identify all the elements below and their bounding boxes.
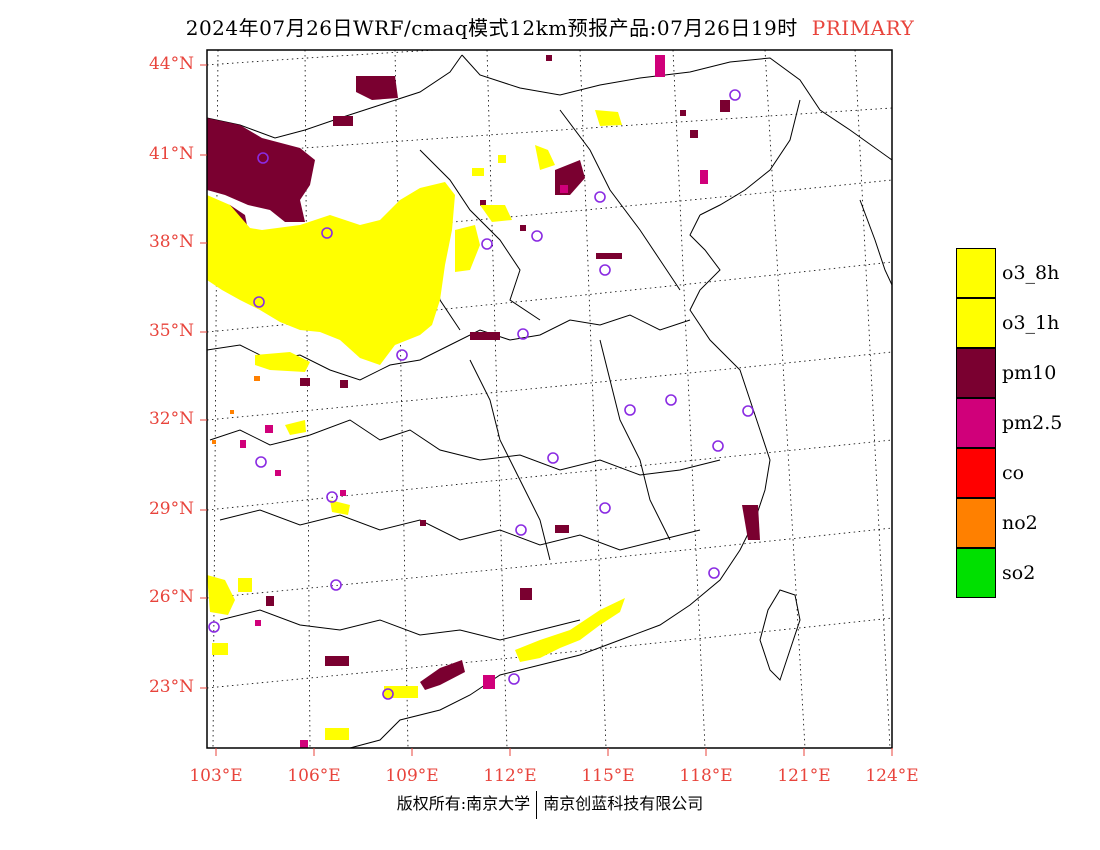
legend-swatch xyxy=(956,298,996,348)
title-text: 2024年07月26日WRF/cmaq模式12km预报产品:07月26日19时 xyxy=(185,16,798,40)
lon-label-106: 106°E xyxy=(287,766,341,786)
legend-item-pm25: pm2.5 xyxy=(956,398,1096,448)
legend-swatch xyxy=(956,448,996,498)
legend-label: so2 xyxy=(1002,562,1036,584)
lat-label-38: 38°N xyxy=(148,232,194,252)
footer-divider xyxy=(536,790,538,819)
pollutant-legend: o3_8h o3_1h pm10 pm2.5 co no2 so2 xyxy=(956,248,1096,598)
lon-label-115: 115°E xyxy=(581,766,635,786)
legend-label: o3_8h xyxy=(1002,262,1060,284)
legend-label: o3_1h xyxy=(1002,312,1060,334)
o3-areas xyxy=(207,110,625,740)
map-content xyxy=(207,50,892,748)
lat-label-44: 44°N xyxy=(148,54,194,74)
pm25-areas xyxy=(240,55,708,748)
legend-swatch xyxy=(956,248,996,298)
pm10-areas xyxy=(207,55,760,690)
legend-swatch xyxy=(956,398,996,448)
lat-label-26: 26°N xyxy=(148,587,194,607)
lat-label-29: 29°N xyxy=(148,499,194,519)
legend-item-pm10: pm10 xyxy=(956,348,1096,398)
legend-swatch xyxy=(956,548,996,598)
map-title: 2024年07月26日WRF/cmaq模式12km预报产品:07月26日19时 P… xyxy=(0,12,1100,41)
legend-item-co: co xyxy=(956,448,1096,498)
tick-marks xyxy=(200,64,893,756)
copyright-right: 南京创蓝科技有限公司 xyxy=(543,794,704,813)
map-frame xyxy=(206,49,893,749)
legend-label: co xyxy=(1002,462,1025,484)
lon-label-103: 103°E xyxy=(189,766,243,786)
legend-label: no2 xyxy=(1002,512,1038,534)
primary-tag: PRIMARY xyxy=(811,16,915,40)
lat-label-23: 23°N xyxy=(148,677,194,697)
legend-label: pm10 xyxy=(1002,362,1057,384)
lon-label-121: 121°E xyxy=(777,766,831,786)
copyright-footer: 版权所有:南京大学 南京创蓝科技有限公司 xyxy=(0,790,1100,819)
lon-label-109: 109°E xyxy=(385,766,439,786)
legend-item-no2: no2 xyxy=(956,498,1096,548)
legend-label: pm2.5 xyxy=(1002,412,1063,434)
copyright-left: 版权所有:南京大学 xyxy=(396,794,531,813)
legend-item-o3-8h: o3_8h xyxy=(956,248,1096,298)
legend-swatch xyxy=(956,498,996,548)
lat-label-32: 32°N xyxy=(148,409,194,429)
stations xyxy=(208,89,754,700)
lon-label-118: 118°E xyxy=(679,766,733,786)
legend-item-o3-1h: o3_1h xyxy=(956,298,1096,348)
lon-label-112: 112°E xyxy=(483,766,537,786)
legend-item-so2: so2 xyxy=(956,548,1096,598)
lat-label-41: 41°N xyxy=(148,144,194,164)
no2-areas xyxy=(212,376,260,444)
legend-swatch xyxy=(956,348,996,398)
lat-label-35: 35°N xyxy=(148,321,194,341)
lon-label-124: 124°E xyxy=(865,766,919,786)
